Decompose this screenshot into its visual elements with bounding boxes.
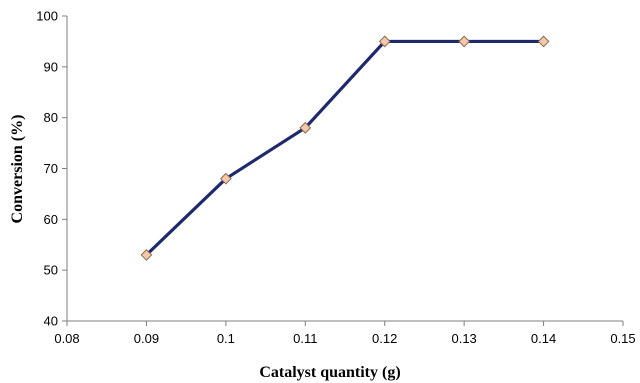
x-tick-label: 0.08 <box>54 331 79 346</box>
x-tick-label: 0.15 <box>610 331 635 346</box>
x-tick-label: 0.11 <box>293 331 317 346</box>
y-tick-label: 80 <box>44 110 58 125</box>
axes <box>62 15 624 326</box>
tick-labels: 40 50 60 70 80 90 100 0.08 0.09 0.1 0.11 0.12 0.13 0.… <box>36 9 635 347</box>
data-point-marker <box>299 121 312 134</box>
data-point-marker <box>219 172 232 185</box>
y-tick-label: 70 <box>44 161 58 176</box>
data-point-marker <box>458 35 471 48</box>
x-tick-label: 0.14 <box>531 331 556 346</box>
x-tick-label: 0.09 <box>134 331 159 346</box>
x-tick-label: 0.12 <box>372 331 397 346</box>
series-line <box>144 39 546 257</box>
x-axis-title: Catalyst quantity (g) <box>259 364 400 381</box>
data-point-marker <box>537 35 550 48</box>
series-layer <box>140 35 550 261</box>
x-tick-label: 0.13 <box>451 331 476 346</box>
y-tick-label: 60 <box>44 212 58 227</box>
data-point-marker <box>378 35 391 48</box>
y-axis-title: Conversion (%) <box>9 115 26 224</box>
data-point-marker <box>140 249 153 261</box>
x-tick-label: 0.1 <box>217 331 235 346</box>
y-tick-label: 100 <box>36 9 58 24</box>
y-tick-label: 50 <box>44 263 58 278</box>
y-tick-label: 40 <box>44 314 58 329</box>
y-tick-label: 90 <box>44 59 58 74</box>
